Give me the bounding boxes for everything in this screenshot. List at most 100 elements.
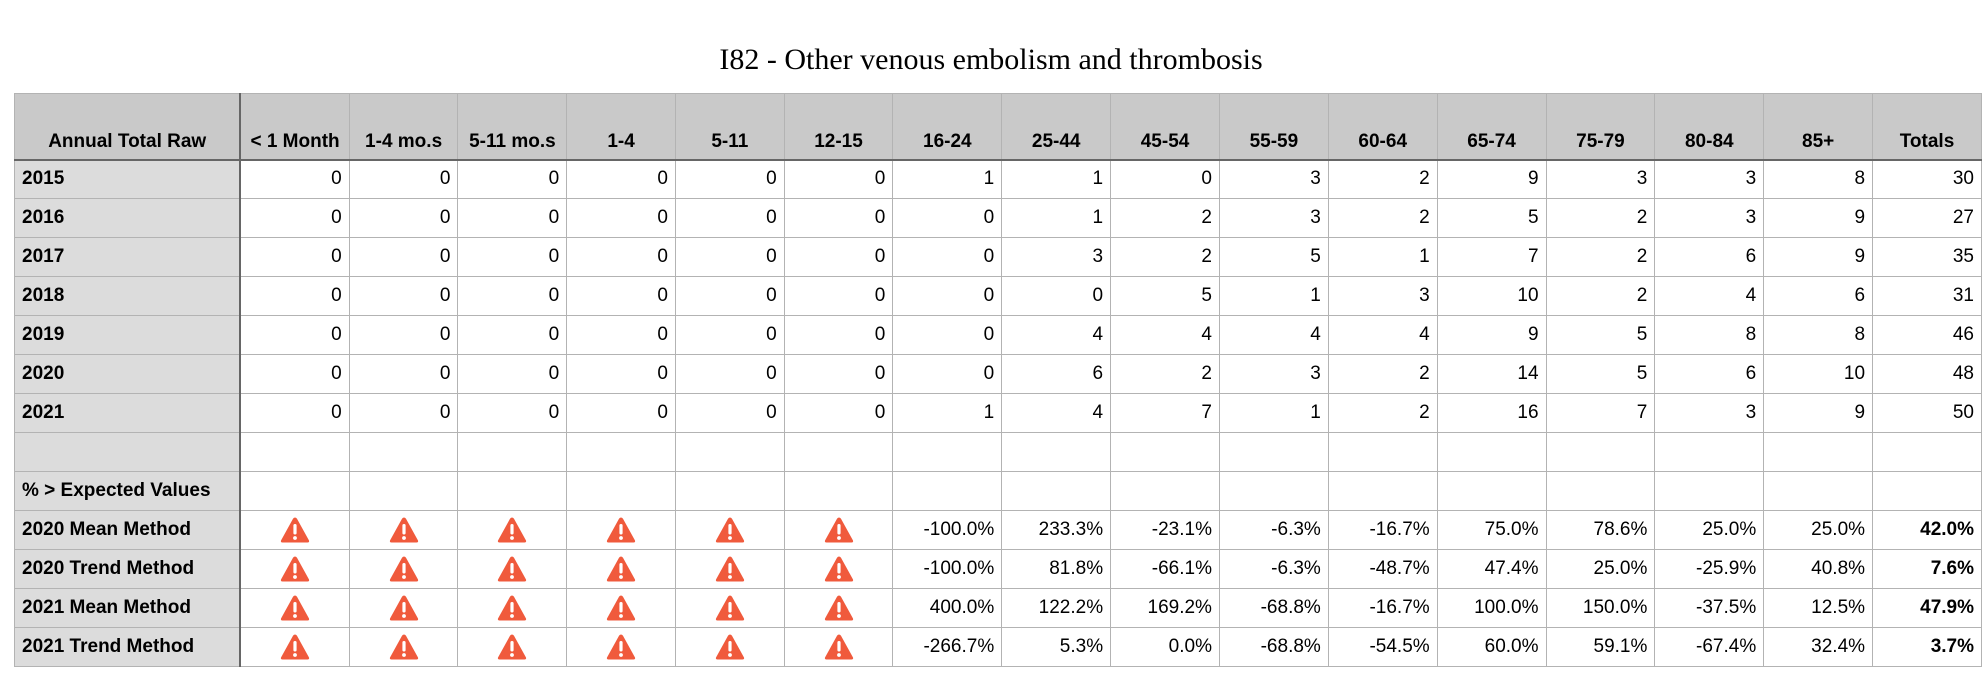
warning-triangle-icon [280, 595, 310, 621]
table-cell: 4 [1001, 393, 1112, 433]
table-cell: 0 [566, 276, 676, 316]
table-cell: 1 [892, 393, 1003, 433]
table-cell: 2 [1545, 276, 1656, 316]
warning-triangle-icon [280, 634, 310, 660]
table-cell: 3 [1001, 237, 1112, 277]
table-cell: 4 [1218, 315, 1329, 355]
table-cell: 0 [457, 393, 568, 433]
empty-cell [1436, 471, 1547, 511]
table-row: 2020 Trend Method -100.0% 81.8% -66.1% -6.3%… [14, 549, 1982, 589]
warning-triangle-icon [498, 517, 527, 543]
warning-cell [566, 510, 676, 550]
table-cell: 0 [566, 354, 676, 394]
column-header: 80-84 [1654, 93, 1765, 161]
table-cell: 0 [239, 159, 350, 199]
table-cell: 3 [1654, 198, 1765, 238]
table-cell: 0 [783, 159, 894, 199]
table-cell: 75.0% [1436, 510, 1547, 550]
warning-triangle-icon [824, 556, 853, 582]
table-cell: 40.8% [1763, 549, 1874, 589]
table-row: 2020 0 0 0 0 0 0 0 6 2 3 2 14 5 6 10 48 [14, 354, 1982, 394]
table-cell: 8 [1763, 159, 1874, 199]
warning-triangle-icon [606, 517, 636, 543]
table-cell: 122.2% [1001, 588, 1112, 628]
column-header: 1-4 [566, 93, 676, 161]
table-cell: 0 [239, 393, 350, 433]
table-cell: -6.3% [1218, 510, 1329, 550]
table-cell: 3 [1545, 159, 1656, 199]
empty-cell [566, 471, 676, 511]
warning-triangle-icon [389, 634, 418, 660]
table-cell: 81.8% [1001, 549, 1112, 589]
table-cell: 8 [1654, 315, 1765, 355]
warning-cell [566, 549, 676, 589]
total-cell: 47.9% [1872, 588, 1982, 628]
warning-cell [674, 510, 785, 550]
table-cell: 0 [674, 276, 785, 316]
table-cell: -48.7% [1327, 549, 1438, 589]
row-label: 2018 [14, 276, 242, 316]
table-cell: 0 [1110, 159, 1220, 199]
table-cell: 0 [457, 354, 568, 394]
table-cell: -23.1% [1110, 510, 1220, 550]
table-cell: 25.0% [1545, 549, 1656, 589]
table-cell: 400.0% [892, 588, 1003, 628]
warning-triangle-icon [606, 595, 636, 621]
column-header: 1-4 mo.s [348, 93, 459, 161]
column-header: 65-74 [1436, 93, 1547, 161]
table-cell: 5 [1545, 354, 1656, 394]
table-cell: 0 [892, 276, 1003, 316]
data-table: Annual Total Raw < 1 Month 1-4 mo.s 5-11 m… [14, 93, 1982, 667]
table-cell: -67.4% [1654, 627, 1765, 667]
table-cell: 0 [239, 198, 350, 238]
table-cell: 30 [1872, 159, 1982, 199]
table-cell: 0 [457, 198, 568, 238]
table-cell: 5 [1218, 237, 1329, 277]
table-cell: 2 [1327, 393, 1438, 433]
table-cell: 0 [566, 315, 676, 355]
table-cell: 0 [783, 315, 894, 355]
empty-cell [1545, 471, 1656, 511]
warning-cell [457, 510, 568, 550]
table-cell: 27 [1872, 198, 1982, 238]
column-header: 85+ [1763, 93, 1874, 161]
empty-cell [457, 432, 568, 472]
warning-cell [674, 549, 785, 589]
table-cell: 9 [1763, 393, 1874, 433]
table-cell: 0 [674, 315, 785, 355]
table-cell: 0 [348, 159, 459, 199]
table-cell: 2 [1327, 159, 1438, 199]
table-cell: 0 [783, 198, 894, 238]
spacer-row [14, 432, 1982, 472]
table-cell: 1 [1218, 393, 1329, 433]
warning-cell [457, 627, 568, 667]
empty-cell [1218, 471, 1329, 511]
table-cell: 0 [1001, 276, 1112, 316]
table-cell: 0 [348, 393, 459, 433]
column-header: 12-15 [783, 93, 894, 161]
table-cell: 0 [674, 393, 785, 433]
table-cell: 0 [892, 354, 1003, 394]
column-header: 25-44 [1001, 93, 1112, 161]
row-label: 2020 [14, 354, 242, 394]
table-cell: 0 [239, 315, 350, 355]
table-cell: -66.1% [1110, 549, 1220, 589]
table-cell: 8 [1763, 315, 1874, 355]
table-cell: 9 [1763, 198, 1874, 238]
table-header-row: Annual Total Raw < 1 Month 1-4 mo.s 5-11 m… [14, 93, 1982, 161]
table-cell: 12.5% [1763, 588, 1874, 628]
table-cell: -54.5% [1327, 627, 1438, 667]
table-cell: 2 [1545, 237, 1656, 277]
column-header: 45-54 [1110, 93, 1220, 161]
table-cell: -100.0% [892, 510, 1003, 550]
warning-cell [348, 549, 459, 589]
table-cell: 32.4% [1763, 627, 1874, 667]
warning-triangle-icon [498, 556, 527, 582]
warning-cell [239, 627, 350, 667]
table-cell: 2 [1545, 198, 1656, 238]
warning-triangle-icon [824, 595, 853, 621]
table-cell: 0 [239, 354, 350, 394]
table-cell: 6 [1763, 276, 1874, 316]
warning-cell [566, 588, 676, 628]
table-cell: 0 [348, 354, 459, 394]
